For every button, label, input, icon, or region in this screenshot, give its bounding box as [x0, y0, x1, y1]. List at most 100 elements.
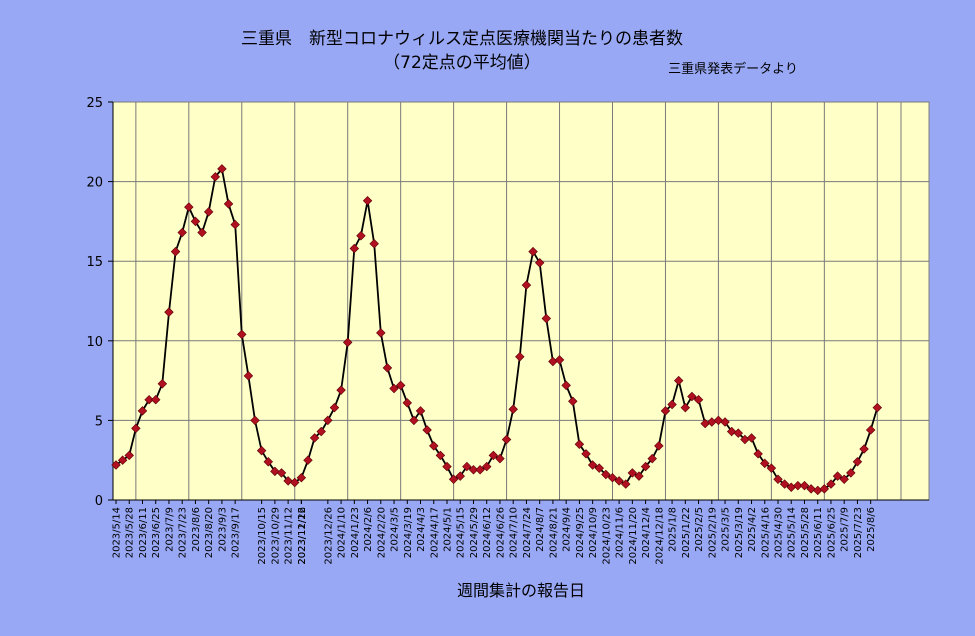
- data-point: [270, 466, 280, 477]
- data-point: [773, 474, 783, 485]
- x-tick-label: 2024/3/19: [403, 507, 414, 558]
- data-point: [435, 450, 446, 461]
- data-point: [276, 468, 287, 478]
- x-tick-label: 2024/7/24: [522, 507, 533, 558]
- data-point: [859, 444, 869, 454]
- data-point: [865, 425, 876, 435]
- x-tick-label: 2024/4/17: [429, 507, 440, 558]
- data-point: [422, 425, 432, 435]
- chart-subtitle: （72定点の平均値）: [383, 53, 541, 73]
- data-point: [409, 415, 419, 426]
- x-tick-label: 2024/10/23: [601, 507, 612, 565]
- chart-title: 三重県 新型コロナウィルス定点医療機関当たりの患者数: [241, 29, 683, 49]
- data-point: [541, 313, 552, 324]
- data-point: [376, 328, 386, 338]
- data-point: [481, 461, 492, 472]
- data-point: [157, 379, 168, 389]
- data-point: [746, 433, 757, 443]
- data-point: [793, 480, 803, 491]
- data-point: [290, 477, 300, 488]
- data-point: [349, 243, 360, 254]
- x-tick-label: 2024/2/20: [376, 507, 387, 558]
- y-tick-label: 25: [86, 96, 103, 111]
- plot-area: [112, 101, 930, 501]
- data-point: [574, 439, 585, 450]
- source-note: 三重県発表データより: [668, 61, 798, 77]
- data-point: [872, 402, 883, 413]
- data-point: [581, 449, 591, 459]
- x-tick-label: 2025/3/19: [734, 507, 745, 558]
- x-tick-label: 2023/12/26: [323, 507, 334, 565]
- data-point: [766, 463, 777, 473]
- x-tick-label: 2024/3/5: [390, 507, 401, 552]
- data-point: [237, 329, 247, 340]
- data-point: [316, 426, 326, 437]
- data-point: [329, 402, 340, 413]
- data-point: [475, 465, 485, 475]
- data-point: [150, 394, 161, 405]
- data-point: [607, 472, 618, 483]
- x-tick-label: 2025/2/19: [707, 507, 718, 558]
- data-point: [554, 355, 565, 365]
- x-tick-label: 2025/7/23: [853, 507, 864, 558]
- x-tick-label: 2023/9/3: [217, 507, 228, 552]
- data-point: [117, 455, 128, 465]
- data-point: [243, 371, 254, 381]
- data-point: [819, 484, 830, 494]
- data-point: [587, 460, 598, 470]
- data-point: [826, 479, 836, 489]
- data-point: [594, 463, 604, 473]
- x-tick-label: 2023/9/17: [231, 507, 242, 558]
- data-point: [230, 219, 240, 230]
- data-point: [673, 375, 684, 386]
- data-point: [779, 479, 790, 489]
- data-point: [693, 394, 704, 405]
- data-point: [839, 474, 849, 485]
- data-point: [203, 207, 214, 217]
- x-tick-label: 2023/5/28: [125, 507, 136, 558]
- data-point: [508, 404, 518, 414]
- x-tick-label: 2023/5/14: [112, 507, 123, 558]
- data-point: [760, 458, 770, 469]
- data-point: [389, 383, 399, 394]
- x-tick-label: 2025/5/28: [800, 507, 811, 558]
- data-point: [647, 453, 657, 464]
- x-tick-label: 2024/5/15: [456, 507, 467, 558]
- x-tick-label: 2024/2/6: [363, 507, 374, 552]
- x-tick-label: 2023/10/29: [270, 507, 281, 565]
- data-point: [429, 441, 439, 451]
- data-point: [528, 246, 538, 257]
- x-tick-label: 2023/11/26: [297, 507, 308, 565]
- data-point: [170, 246, 181, 257]
- x-tick-label: 2024/6/26: [495, 507, 506, 558]
- x-tick-label: 2025/4/16: [760, 507, 771, 558]
- data-point: [415, 406, 426, 416]
- data-point: [336, 385, 346, 395]
- data-point: [501, 434, 512, 445]
- x-tick-label: 2024/1/23: [350, 507, 361, 558]
- x-tick-label: 2024/11/6: [615, 507, 626, 558]
- x-tick-label: 2023/6/11: [138, 507, 149, 558]
- x-tick-label: 2025/6/11: [813, 507, 824, 558]
- data-point: [660, 406, 671, 416]
- data-point: [144, 394, 154, 405]
- data-point: [296, 472, 307, 483]
- x-tick-label: 2025/6/25: [826, 507, 837, 558]
- data-point: [382, 363, 393, 373]
- data-point: [217, 164, 227, 174]
- x-tick-label: 2025/1/8: [668, 507, 679, 552]
- x-tick-label: 2025/3/5: [721, 507, 732, 552]
- data-point: [713, 415, 724, 426]
- data-point: [495, 453, 505, 464]
- data-point: [733, 428, 744, 438]
- data-point: [521, 280, 532, 290]
- x-tick-label: 2025/5/14: [787, 507, 798, 558]
- data-point: [442, 461, 452, 472]
- data-point: [462, 461, 472, 472]
- x-tick-label: 2024/11/20: [628, 507, 639, 565]
- data-point: [726, 426, 737, 437]
- data-point: [832, 471, 843, 481]
- y-axis: 0 5 10 15 20 25: [86, 96, 114, 509]
- data-points: [111, 164, 883, 496]
